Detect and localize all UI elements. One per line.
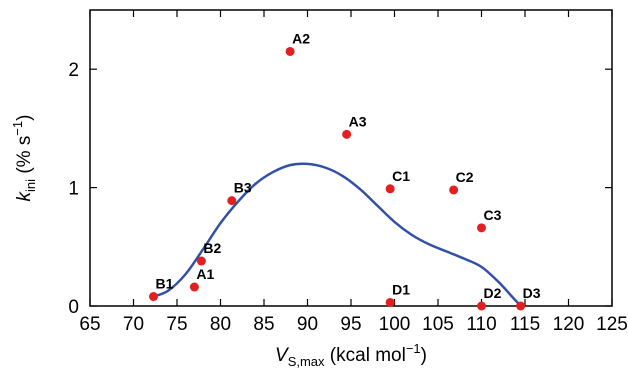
data-point-b2: [196, 256, 206, 266]
x-tick-label: 85: [253, 314, 274, 335]
point-label-b1: B1: [156, 276, 174, 292]
point-label-a2: A2: [292, 30, 310, 46]
y-axis-subscript: ini: [23, 179, 38, 192]
y-axis-ticks: 0 1 2: [68, 60, 612, 318]
data-point-a2: [285, 46, 295, 56]
x-axis-unit: (kcal mol: [325, 345, 406, 366]
y-tick-label: 2: [68, 60, 79, 81]
x-axis-unit-end: ): [421, 345, 427, 366]
x-axis-title: VS,max (kcal mol−1): [275, 341, 427, 369]
y-axis-symbol: k: [14, 190, 35, 201]
x-tick-label: 105: [422, 314, 454, 335]
data-point-c2: [449, 185, 459, 195]
x-tick-label: 65: [79, 314, 100, 335]
y-axis-unit-exponent: −1: [10, 121, 25, 136]
x-tick-label: 115: [510, 314, 540, 335]
point-label-d3: D3: [523, 285, 541, 301]
point-label-d2: D2: [484, 285, 502, 301]
x-tick-label: 100: [379, 314, 411, 335]
point-label-c2: C2: [456, 169, 474, 185]
data-point-a1: [189, 282, 199, 292]
point-label-c3: C3: [484, 207, 502, 223]
x-axis-symbol: V: [275, 345, 290, 366]
x-tick-label: 80: [210, 314, 231, 335]
y-tick-label: 0: [68, 297, 79, 318]
x-tick-label: 95: [340, 314, 361, 335]
x-tick-label: 120: [553, 314, 585, 335]
point-label-b3: B3: [234, 180, 252, 196]
point-label-a1: A1: [196, 266, 214, 282]
data-point-c1: [385, 184, 395, 194]
x-tick-label: 90: [297, 314, 318, 335]
data-point-a3: [342, 129, 352, 139]
y-axis-title: kini (% s−1): [10, 115, 38, 202]
x-tick-label: 75: [166, 314, 187, 335]
x-axis-subscript: S,max: [288, 354, 325, 369]
data-point-d2: [477, 301, 486, 311]
data-points: A1 A2 A3 B1 B2 B3 C1 C2 C3 D1 D2 D3: [149, 30, 541, 311]
x-axis-unit-exponent: −1: [406, 341, 421, 356]
data-point-c3: [477, 223, 486, 233]
x-axis-ticks: 65 70 75 80 85 90 95 100 105 110 115 120 125: [79, 10, 628, 335]
data-point-b1: [149, 292, 159, 302]
y-axis-unit-end: ): [14, 115, 35, 121]
x-tick-label: 70: [123, 314, 144, 335]
point-label-b2: B2: [203, 240, 221, 256]
data-point-d3: [516, 301, 526, 311]
y-axis-unit: (% s: [14, 136, 35, 179]
x-tick-label: 125: [596, 314, 628, 335]
data-point-d1: [385, 297, 395, 307]
y-tick-label: 1: [68, 179, 79, 200]
point-label-a3: A3: [349, 113, 367, 129]
fit-curve: [153, 162, 522, 307]
x-tick-label: 110: [466, 314, 496, 335]
point-label-c1: C1: [392, 168, 410, 184]
plot-frame: [89, 9, 613, 307]
point-label-d1: D1: [392, 281, 410, 297]
data-point-b3: [227, 196, 237, 206]
